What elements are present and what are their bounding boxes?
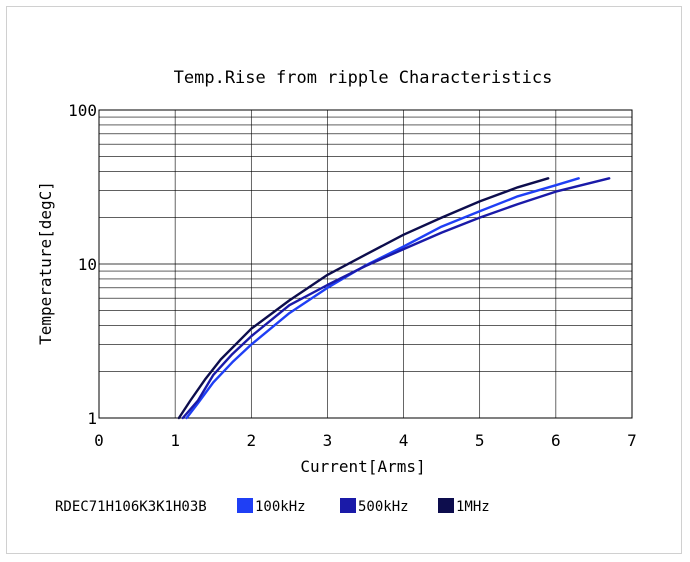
x-tick-label: 4	[399, 431, 409, 450]
x-tick-label: 6	[551, 431, 561, 450]
legend-prefix: RDEC71H106K3K1H03B	[55, 499, 207, 515]
legend-label-1mhz: 1MHz	[456, 499, 490, 515]
y-tick-label: 100	[68, 101, 97, 120]
x-tick-label: 3	[323, 431, 333, 450]
legend-swatch-500khz	[340, 498, 356, 513]
legend-items: 100kHz 500kHz 1MHz	[237, 498, 490, 515]
plot-area	[98, 109, 633, 419]
chart-canvas: Temp.Rise from ripple Characteristics 0 1…	[36, 68, 637, 515]
y-tick-label: 1	[87, 409, 97, 428]
x-tick-label: 1	[170, 431, 180, 450]
x-tick-label: 7	[627, 431, 637, 450]
grid	[99, 110, 632, 418]
x-axis-ticks: 0 1 2 3 4 5 6 7	[94, 431, 637, 450]
series-line-500khz	[181, 177, 611, 420]
series-lines	[177, 177, 611, 420]
x-tick-label: 5	[475, 431, 485, 450]
legend-swatch-1mhz	[438, 498, 454, 513]
y-axis-label: Temperature[degC]	[36, 181, 55, 345]
chart-frame: Temp.Rise from ripple Characteristics 0 1…	[6, 6, 682, 554]
x-tick-label: 0	[94, 431, 104, 450]
y-tick-label: 10	[78, 255, 97, 274]
x-tick-label: 2	[246, 431, 256, 450]
legend-label-100khz: 100kHz	[255, 499, 306, 515]
legend-swatch-100khz	[237, 498, 253, 513]
chart-title: Temp.Rise from ripple Characteristics	[174, 68, 553, 88]
legend: RDEC71H106K3K1H03B 100kHz 500kHz 1MHz	[55, 498, 490, 515]
legend-label-500khz: 500kHz	[358, 499, 409, 515]
series-line-1mhz	[177, 177, 550, 420]
x-axis-label: Current[Arms]	[300, 457, 425, 476]
y-axis-ticks: 1 10 100	[68, 101, 97, 428]
